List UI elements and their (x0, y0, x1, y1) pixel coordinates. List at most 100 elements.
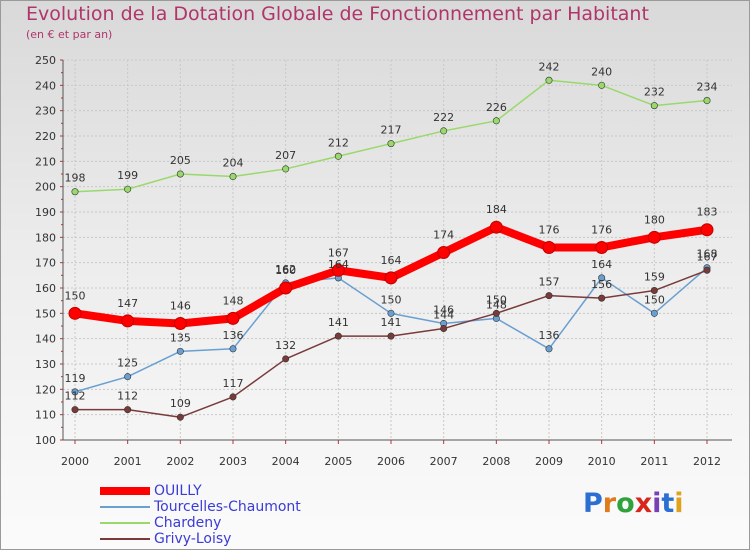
x-tick-label: 2006 (377, 455, 405, 468)
data-label-chardeny: 234 (697, 81, 718, 94)
data-point-tourcelles-chaumont (650, 309, 658, 317)
data-label-chardeny: 240 (591, 65, 612, 78)
data-label-chardeny: 222 (433, 111, 454, 124)
data-label-chardeny: 207 (275, 149, 296, 162)
data-point-ouilly (489, 220, 503, 234)
y-tick-label: 170 (35, 257, 56, 270)
logo-letter: P (583, 488, 603, 519)
data-label-chardeny: 217 (381, 124, 402, 137)
data-label-tourcelles-chaumont: 150 (644, 293, 665, 306)
x-tick-label: 2009 (535, 455, 563, 468)
data-point-grivy-loisy (650, 287, 658, 295)
y-tick-label: 150 (35, 307, 56, 320)
data-label-grivy-loisy: 150 (486, 293, 507, 306)
data-point-grivy-loisy (229, 393, 237, 401)
data-label-grivy-loisy: 132 (275, 339, 296, 352)
data-label-chardeny: 199 (117, 169, 138, 182)
y-tick-label: 230 (35, 105, 56, 118)
data-label-grivy-loisy: 167 (697, 250, 718, 263)
data-label-tourcelles-chaumont: 164 (328, 258, 349, 271)
y-tick-label: 220 (35, 130, 56, 143)
x-tick-label: 2008 (482, 455, 510, 468)
data-point-chardeny (492, 117, 500, 125)
data-point-tourcelles-chaumont (387, 309, 395, 317)
x-tick-label: 2011 (640, 455, 668, 468)
logo-letter: i (674, 488, 684, 519)
data-point-chardeny (545, 76, 553, 84)
data-label-ouilly: 174 (433, 229, 454, 242)
data-point-chardeny (71, 188, 79, 196)
legend-swatch-ouilly (100, 487, 150, 495)
data-point-grivy-loisy (334, 332, 342, 340)
data-label-ouilly: 183 (697, 206, 718, 219)
x-tick-label: 2012 (693, 455, 721, 468)
data-label-tourcelles-chaumont: 164 (591, 258, 612, 271)
data-point-tourcelles-chaumont (598, 274, 606, 282)
x-tick-label: 2007 (430, 455, 458, 468)
data-label-ouilly: 167 (328, 246, 349, 259)
data-label-chardeny: 198 (65, 172, 86, 185)
y-tick-label: 240 (35, 79, 56, 92)
data-point-chardeny (334, 152, 342, 160)
data-label-grivy-loisy: 141 (328, 316, 349, 329)
data-point-ouilly (647, 230, 661, 244)
data-label-tourcelles-chaumont: 148 (486, 298, 507, 311)
y-tick-label: 140 (35, 333, 56, 346)
data-point-tourcelles-chaumont (545, 345, 553, 353)
data-label-grivy-loisy: 157 (539, 276, 560, 289)
data-point-chardeny (387, 140, 395, 148)
data-point-chardeny (440, 127, 448, 135)
data-label-tourcelles-chaumont: 168 (697, 248, 718, 261)
data-label-grivy-loisy: 117 (223, 377, 244, 390)
y-tick-label: 130 (35, 358, 56, 371)
y-tick-label: 100 (35, 434, 56, 447)
x-tick-label: 2000 (61, 455, 89, 468)
logo-letter: x (634, 488, 653, 519)
data-point-chardeny (124, 185, 132, 193)
data-point-grivy-loisy (492, 309, 500, 317)
x-tick-label: 2004 (272, 455, 300, 468)
y-tick-label: 120 (35, 383, 56, 396)
x-tick-label: 2005 (324, 455, 352, 468)
data-point-tourcelles-chaumont (229, 345, 237, 353)
data-label-ouilly: 148 (223, 294, 244, 307)
data-label-ouilly: 150 (65, 289, 86, 302)
y-tick-label: 250 (35, 54, 56, 67)
data-label-grivy-loisy: 109 (170, 397, 191, 410)
data-point-grivy-loisy (598, 294, 606, 302)
data-label-ouilly: 176 (539, 223, 560, 236)
data-label-ouilly: 184 (486, 203, 507, 216)
data-label-chardeny: 205 (170, 154, 191, 167)
data-label-ouilly: 176 (591, 223, 612, 236)
logo-letter: t (661, 488, 675, 519)
data-label-grivy-loisy: 144 (433, 309, 454, 322)
data-label-ouilly: 180 (644, 213, 665, 226)
data-label-ouilly: 147 (117, 297, 138, 310)
logo-letter: i (652, 488, 662, 519)
data-label-tourcelles-chaumont: 150 (381, 293, 402, 306)
data-label-ouilly: 164 (381, 254, 402, 267)
data-point-ouilly (542, 240, 556, 254)
data-point-ouilly (226, 311, 240, 325)
data-label-tourcelles-chaumont: 135 (170, 331, 191, 344)
data-point-chardeny (229, 173, 237, 181)
y-tick-label: 200 (35, 181, 56, 194)
data-label-chardeny: 232 (644, 86, 665, 99)
chart-subtitle: (en € et par an) (26, 28, 113, 41)
data-label-tourcelles-chaumont: 146 (433, 303, 454, 316)
data-point-ouilly (68, 306, 82, 320)
data-point-chardeny (282, 165, 290, 173)
data-point-ouilly (173, 316, 187, 330)
legend-label-ouilly: OUILLY (154, 483, 202, 499)
data-point-grivy-loisy (440, 325, 448, 333)
legend-swatch-grivy (100, 538, 150, 540)
data-point-ouilly (384, 271, 398, 285)
data-label-grivy-loisy: 112 (65, 390, 86, 403)
data-point-tourcelles-chaumont (124, 373, 132, 381)
data-point-grivy-loisy (71, 406, 79, 414)
data-point-ouilly (331, 263, 345, 277)
legend-swatch-tourcelles (100, 506, 150, 508)
x-tick-label: 2010 (588, 455, 616, 468)
data-point-ouilly (595, 240, 609, 254)
